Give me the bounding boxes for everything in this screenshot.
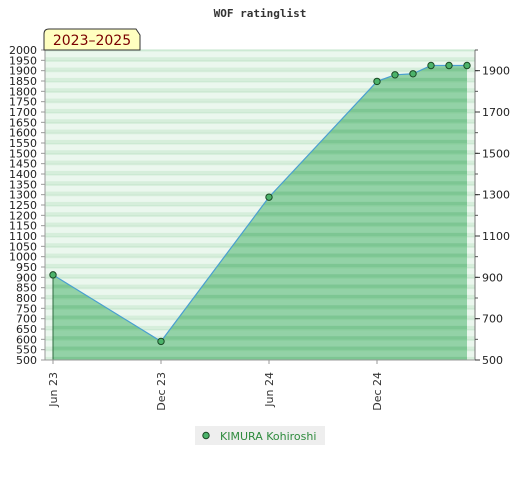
y-tick-label-right: 1500 (482, 147, 510, 160)
data-point (427, 61, 435, 70)
data-point (391, 71, 399, 79)
grid-band-highlight (45, 185, 475, 192)
y-tick-label-left: 1400 (9, 168, 37, 181)
y-tick-label-left: 1200 (9, 209, 37, 222)
y-tick-label-left: 1000 (9, 251, 37, 264)
y-tick-label-left: 1150 (9, 220, 37, 233)
y-tick-label-left: 750 (16, 302, 37, 315)
period-badge-label: 2023–2025 (53, 33, 131, 49)
markers (49, 61, 471, 346)
y-tick-label-right: 1700 (482, 106, 510, 119)
y-tick-label-left: 1500 (9, 147, 37, 160)
grid-band-highlight (45, 123, 475, 130)
y-tick-label-right: 1100 (482, 230, 510, 243)
grid-band-highlight (45, 61, 475, 68)
x-tick-label: Dec 24 (371, 372, 384, 411)
area-stripe (53, 222, 467, 226)
legend: KIMURA Kohiroshi (195, 426, 325, 445)
area-stripe (53, 346, 467, 350)
chart-title: WOF ratinglist (214, 7, 307, 20)
data-point (373, 77, 381, 86)
y-tick-label-right: 1900 (482, 65, 510, 78)
y-tick-label-left: 1100 (9, 230, 37, 243)
y-tick-label-left: 950 (16, 261, 37, 274)
grid-band-highlight (45, 113, 475, 120)
y-tick-label-left: 850 (16, 282, 37, 295)
y-tick-label-left: 1450 (9, 158, 37, 171)
data-point (463, 61, 471, 70)
area-stripe (53, 253, 467, 257)
area-stripe (53, 263, 467, 267)
y-tick-label-left: 650 (16, 323, 37, 336)
area-stripe (53, 305, 467, 309)
legend-series-name: KIMURA Kohiroshi (220, 430, 316, 443)
series-area (53, 65, 467, 360)
data-point (409, 70, 417, 78)
grid-band-highlight (45, 103, 475, 109)
y-tick-label-left: 1900 (9, 65, 37, 78)
grid-band-highlight (45, 154, 475, 161)
area-stripe (53, 212, 467, 216)
y-tick-label-right: 900 (482, 271, 503, 284)
y-tick-label-left: 700 (16, 313, 37, 326)
y-tick-label-left: 600 (16, 333, 37, 346)
y-tick-label-left: 1950 (9, 54, 37, 67)
y-tick-label-left: 800 (16, 292, 37, 305)
y-tick-label-left: 1550 (9, 137, 37, 150)
area-stripe (53, 243, 467, 247)
area-stripe (53, 232, 467, 236)
y-tick-label-left: 1800 (9, 85, 37, 98)
y-tick-label-right: 500 (482, 354, 503, 367)
y-tick-label-left: 1700 (9, 106, 37, 119)
x-tick-label: Jun 24 (263, 372, 276, 408)
y-tick-label-left: 1250 (9, 199, 37, 212)
grid-band-highlight (45, 196, 475, 202)
grid-band-highlight (45, 175, 475, 182)
y-tick-label-left: 1350 (9, 178, 37, 191)
y-tick-label-left: 500 (16, 354, 37, 367)
y-tick-label-right: 700 (482, 313, 503, 326)
y-tick-label-left: 1850 (9, 75, 37, 88)
area-stripe (53, 336, 467, 340)
y-tick-label-left: 900 (16, 271, 37, 284)
grid-band-highlight (45, 144, 475, 151)
y-tick-label-left: 1750 (9, 96, 37, 109)
area-stripe (53, 315, 467, 319)
grid-band-highlight (45, 92, 475, 99)
legend-marker (202, 431, 210, 440)
grid-band-highlight (45, 82, 475, 89)
axes: 2000195019001850180017501700165016001550… (9, 44, 510, 411)
grid-band-highlight (45, 72, 475, 78)
data-point (49, 271, 57, 279)
x-tick-label: Dec 23 (155, 372, 168, 411)
y-tick-label-right: 1300 (482, 189, 510, 202)
y-tick-label-left: 1300 (9, 189, 37, 202)
area-stripe (53, 284, 467, 288)
area-stripe (53, 356, 467, 360)
y-tick-label-left: 1600 (9, 127, 37, 140)
grid-band-highlight (45, 134, 475, 140)
period-badge: 2023–2025 (43, 28, 141, 51)
area-stripe (53, 325, 467, 329)
y-tick-label-left: 550 (16, 344, 37, 357)
data-point (157, 337, 165, 346)
y-tick-label-left: 1650 (9, 116, 37, 129)
area-stripe (53, 274, 467, 278)
grid-band-highlight (45, 51, 475, 58)
grid-band-highlight (45, 165, 475, 171)
data-point (265, 193, 273, 201)
y-tick-label-left: 1050 (9, 240, 37, 253)
area-stripe (53, 294, 467, 298)
x-tick-label: Jun 23 (47, 372, 60, 408)
data-point (445, 61, 453, 70)
y-tick-label-left: 2000 (9, 44, 37, 57)
